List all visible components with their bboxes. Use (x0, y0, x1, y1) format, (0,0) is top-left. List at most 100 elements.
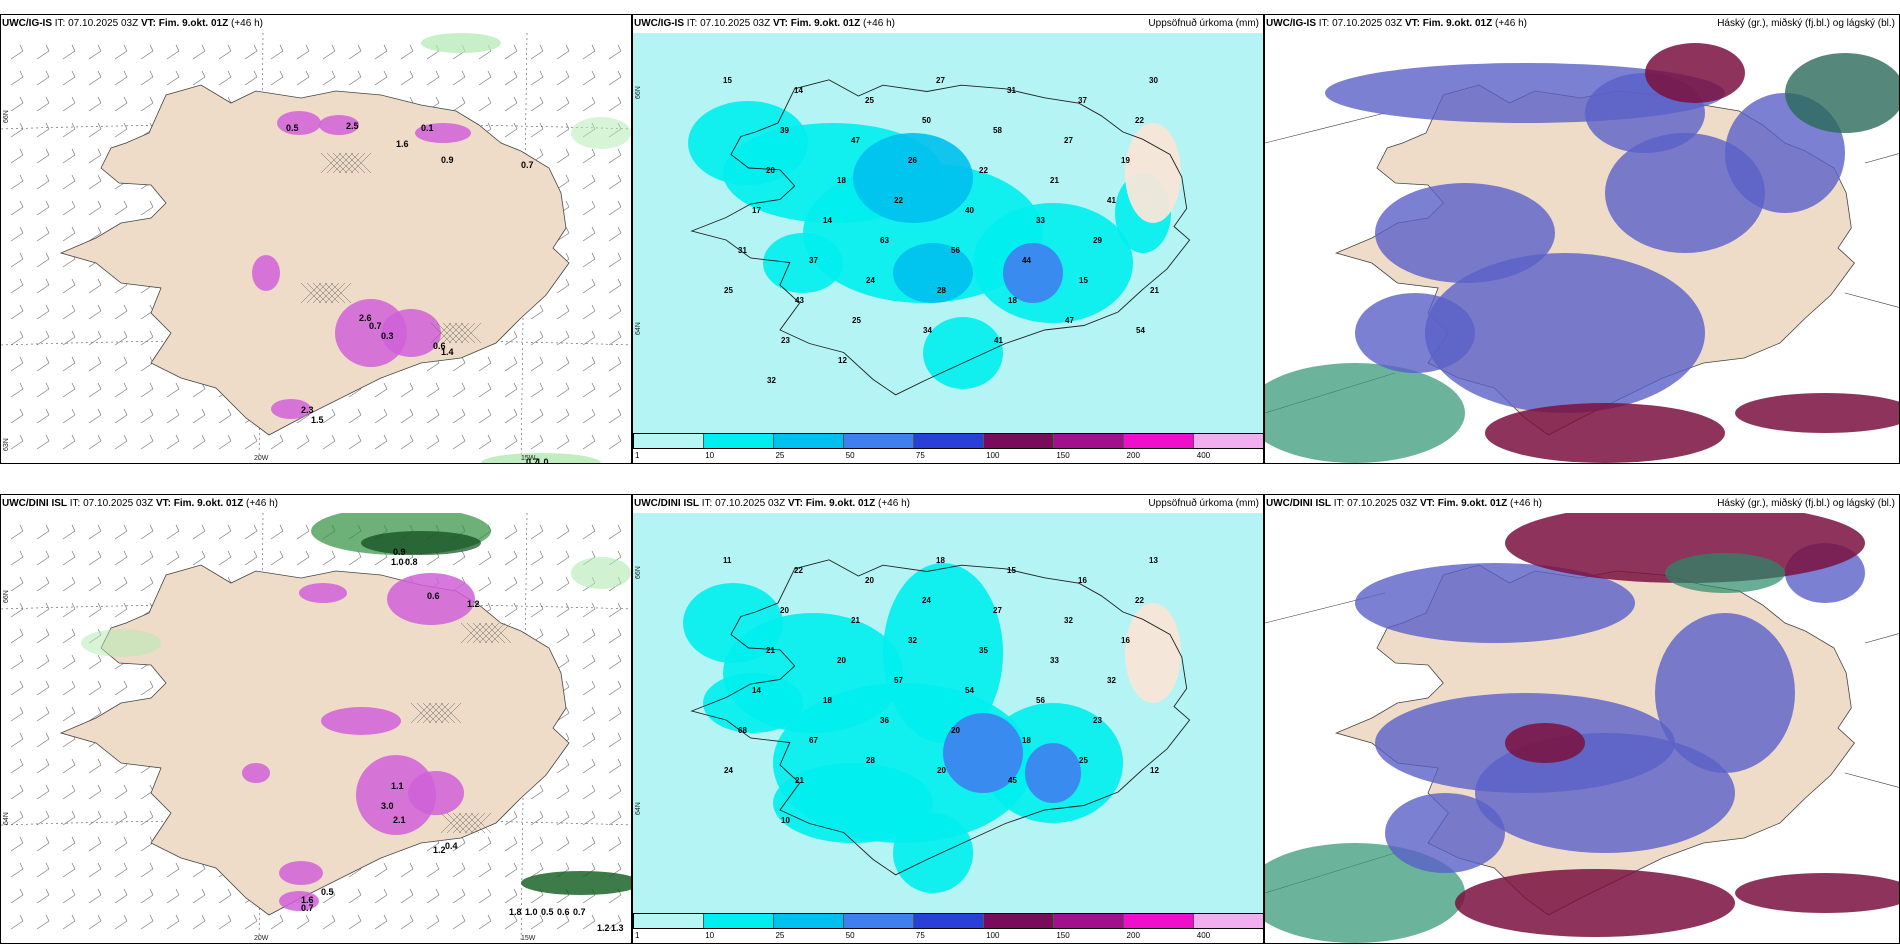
snow-area (415, 123, 471, 143)
panel-header: UWC/IG-IS IT: 07.10.2025 03Z VT: Fim. 9.… (1266, 18, 1527, 29)
wind-barb-flag (565, 148, 570, 156)
wind-barb-flag (45, 96, 50, 104)
wind-barb-flag (591, 148, 596, 156)
wind-barb-flag (71, 226, 76, 234)
wind-barb (530, 608, 544, 618)
wind-barb-flag (591, 680, 596, 688)
wind-barb-flag (487, 434, 492, 442)
wind-barb-flag (591, 174, 596, 182)
wind-barb-flag (305, 44, 310, 52)
wind-barb (62, 608, 76, 618)
wind-barb (452, 894, 466, 904)
wind-barb-flag (227, 96, 232, 104)
wind-barb (478, 50, 492, 60)
wind-barb-flag (539, 576, 544, 584)
precip-accum-area (1025, 743, 1081, 803)
wind-barb (452, 868, 466, 878)
wind-barb (244, 920, 258, 930)
precip-value-label: 0.7 (526, 457, 539, 464)
colorbar-labels: 1 10 25 50 75 100 150 200 400 (633, 931, 1263, 943)
wind-barb-flag (123, 550, 128, 558)
accum-value-label: 14 (752, 686, 761, 695)
wind-barb-flag (539, 330, 544, 338)
cloud-map[interactable] (1265, 33, 1900, 464)
wind-barb-flag (591, 914, 596, 922)
wind-barb (62, 76, 76, 86)
wind-barb-flag (305, 914, 310, 922)
hatch-line (436, 322, 458, 344)
wind-barb (62, 764, 76, 774)
hatch-line (410, 702, 432, 724)
hatch-line (332, 152, 354, 174)
accum-value-label: 31 (1007, 86, 1016, 95)
wind-barb-flag (539, 784, 544, 792)
wind-barb (608, 738, 622, 748)
colorbar-label: 10 (705, 931, 715, 940)
precip-value-label: 2.5 (346, 121, 359, 131)
precip-map[interactable]: 1.00.90.81.20.61.13.02.11.2 0.40.51.60.7 1… (1, 513, 632, 944)
hatch-line (460, 622, 482, 644)
iceland-land (59, 564, 570, 916)
wind-barb (88, 868, 102, 878)
wind-barb-flag (617, 862, 622, 870)
cloud-map[interactable] (1265, 513, 1900, 944)
wind-barb (114, 102, 128, 112)
precip-value-label: 0.7 (521, 160, 534, 170)
wind-barb (270, 50, 284, 60)
wind-barb (270, 440, 284, 450)
wind-barb-flag (565, 278, 570, 286)
wind-barb-flag (71, 706, 76, 714)
hatch-line (478, 622, 500, 644)
mid-cloud-area (1655, 613, 1795, 773)
wind-barb (608, 440, 622, 450)
wind-barb (556, 556, 570, 566)
wind-barb-flag (97, 226, 102, 234)
wind-barb (608, 102, 622, 112)
wind-barb (400, 440, 414, 450)
wind-barb-flag (513, 330, 518, 338)
colorbar-label: 400 (1196, 451, 1211, 460)
wind-barb-flag (123, 356, 128, 364)
wind-barb-flag (175, 44, 180, 52)
wind-barb-flag (435, 914, 440, 922)
accum-value-label: 43 (795, 296, 804, 305)
wind-barb (218, 556, 232, 566)
wind-barb-flag (71, 200, 76, 208)
wind-barb (426, 894, 440, 904)
wind-barb-flag (565, 96, 570, 104)
wind-barb-flag (331, 70, 336, 78)
wind-barb-flag (19, 200, 24, 208)
accum-map[interactable]: 15 14 25 27 31 37 30 39 47 50 58 27 22 20 18 26 22 21 19 17… (633, 33, 1264, 449)
wind-barb (62, 440, 76, 450)
wind-barb (88, 180, 102, 190)
wind-barb-flag (19, 680, 24, 688)
wind-barb (10, 258, 24, 268)
hatch-line (472, 622, 494, 644)
colorbar-label: 150 (1056, 931, 1070, 940)
wind-barb-flag (19, 70, 24, 78)
wind-barb-flag (19, 252, 24, 260)
wind-barb (504, 868, 518, 878)
wind-barb-flag (539, 434, 544, 442)
wind-barb-flag (45, 524, 50, 532)
wind-barb (582, 180, 596, 190)
accum-value-label: 18 (1022, 736, 1031, 745)
wind-barb-flag (279, 70, 284, 78)
wind-barb (556, 790, 570, 800)
wind-barb (192, 556, 206, 566)
wind-barb-flag (123, 382, 128, 390)
wind-barb (140, 76, 154, 86)
wind-barb (270, 530, 284, 540)
wind-barb-flag (409, 408, 414, 416)
precip-value-label: 1.8 (509, 907, 522, 917)
wind-barb-flag (97, 408, 102, 416)
precip-map[interactable]: 0.5 2.51.62.60.70.30.61.42.31.50.10.90.71… (1, 33, 632, 464)
wind-barb (192, 414, 206, 424)
wind-barb-flag (253, 70, 258, 78)
accum-map[interactable]: 11 22 20 18 15 16 13 20 21 24 27 32 22 21 20 32 35 33 16 14… (633, 513, 1264, 929)
colorbar-segment (774, 914, 844, 928)
wind-barb (608, 388, 622, 398)
panel-ig-accum: UWC/IG-IS IT: 07.10.2025 03Z VT: Fim. 9.… (632, 14, 1264, 464)
wind-barb (426, 50, 440, 60)
wind-barb (504, 128, 518, 138)
